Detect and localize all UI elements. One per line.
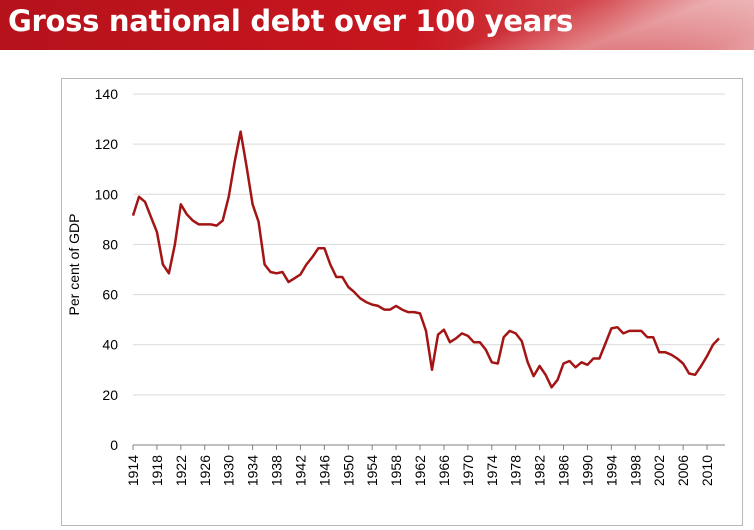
x-tick-label: 1934 xyxy=(245,455,261,486)
x-tick-label: 1970 xyxy=(460,455,476,486)
x-tick-label: 1914 xyxy=(125,455,141,486)
x-tick-label: 1926 xyxy=(197,455,213,486)
x-tick-label: 1994 xyxy=(603,455,619,486)
x-tick-label: 1982 xyxy=(532,455,548,486)
x-tick-label: 1922 xyxy=(173,455,189,486)
debt-series-line xyxy=(131,130,720,389)
x-tick-label: 1974 xyxy=(484,455,500,486)
x-tick-label: 1958 xyxy=(388,455,404,486)
series-group xyxy=(131,130,720,389)
x-tick-label: 1998 xyxy=(627,455,643,486)
y-tick-label: 140 xyxy=(95,86,119,102)
banner-sheen xyxy=(454,0,754,50)
x-tick-label: 2006 xyxy=(675,455,691,486)
x-tick-label: 1946 xyxy=(316,455,332,486)
y-axis-label: Per cent of GDP xyxy=(66,214,82,316)
x-tick-label: 1986 xyxy=(556,455,572,486)
x-axis-ticks: 1914 1918 1922 1926 1930 1934 1938 1942 1946 1950… xyxy=(125,445,715,486)
x-tick-label: 1966 xyxy=(436,455,452,486)
page-title: Gross national debt over 100 years xyxy=(8,4,574,38)
x-tick-label: 1990 xyxy=(579,455,595,486)
header-banner: Gross national debt over 100 years xyxy=(0,0,754,50)
y-tick-label: 100 xyxy=(95,186,119,202)
x-tick-label: 1930 xyxy=(221,455,237,486)
x-tick-label: 1938 xyxy=(269,455,285,486)
y-tick-label: 80 xyxy=(102,236,118,252)
y-tick-label: 0 xyxy=(110,437,118,453)
x-tick-label: 1954 xyxy=(364,455,380,486)
x-tick-label: 2002 xyxy=(651,455,667,486)
y-tick-label: 60 xyxy=(102,287,118,303)
chart-frame xyxy=(61,78,743,526)
x-tick-label: 1962 xyxy=(412,455,428,486)
x-tick-label: 2010 xyxy=(699,455,715,486)
x-tick-label: 1942 xyxy=(292,455,308,486)
y-axis-ticks: 0 20 40 60 80 100 120 140 xyxy=(95,86,119,453)
x-tick-label: 1918 xyxy=(149,455,165,486)
y-tick-label: 20 xyxy=(102,387,118,403)
y-tick-label: 40 xyxy=(102,337,118,353)
x-tick-label: 1978 xyxy=(508,455,524,486)
x-tick-label: 1950 xyxy=(340,455,356,486)
y-tick-label: 120 xyxy=(95,136,119,152)
